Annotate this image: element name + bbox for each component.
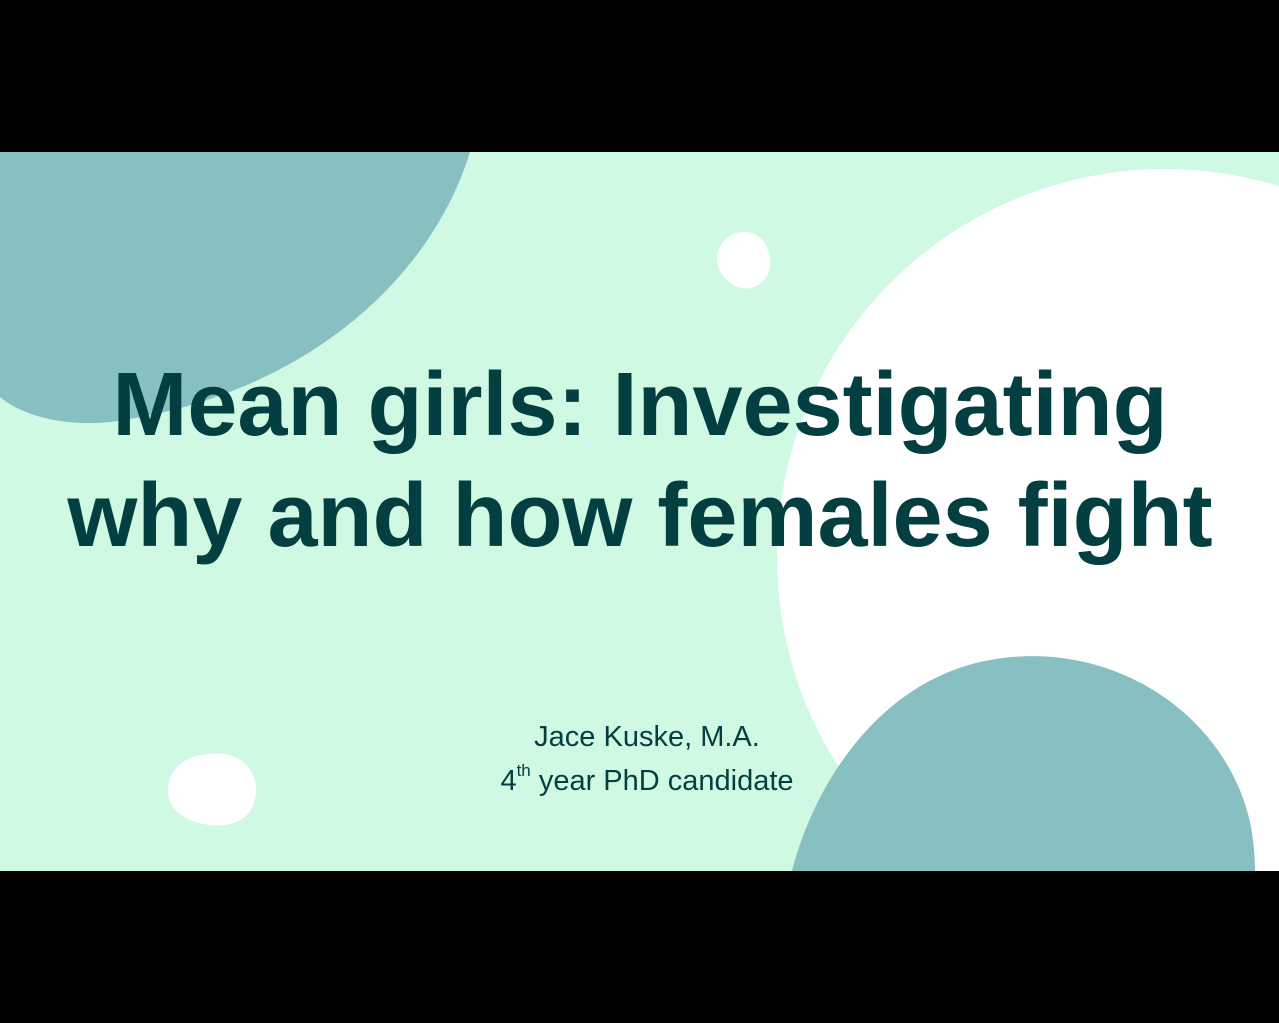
author-name: Jace Kuske, M.A.: [534, 721, 760, 753]
title-slide[interactable]: Mean girls: Investigating why and how fe…: [0, 152, 1279, 871]
role-text: year PhD candidate: [530, 765, 794, 797]
teal-blob-top-left: [0, 152, 470, 424]
white-blob-small-top: [716, 231, 771, 289]
role-ordinal: 4: [500, 765, 517, 797]
teal-blob-bottom-right: [792, 656, 1255, 871]
slide-background: [0, 152, 1279, 871]
role-ordinal-suffix: th: [516, 761, 531, 781]
author-role: 4th year PhD candidate: [340, 759, 954, 803]
white-blob-small-bottom: [167, 753, 257, 826]
slide-subtitle: Jace Kuske, M.A. 4th year PhD candidate: [340, 715, 954, 803]
slide-title: Mean girls: Investigating why and how fe…: [67, 355, 1213, 566]
